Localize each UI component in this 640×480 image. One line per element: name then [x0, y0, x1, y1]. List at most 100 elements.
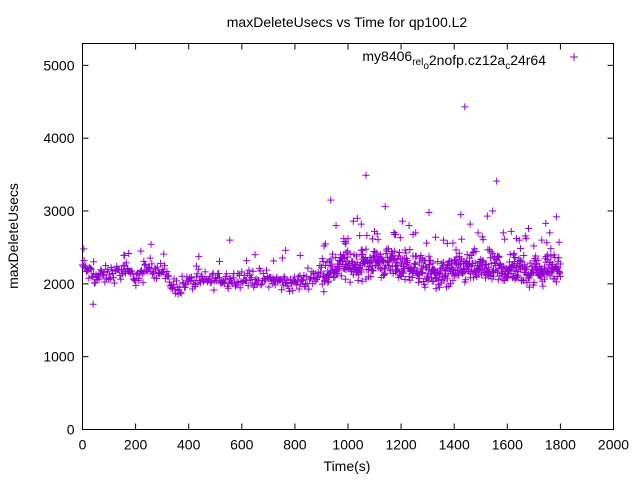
data-point [467, 262, 475, 270]
data-point [247, 275, 255, 283]
x-axis-ticks: 0 200 400 600 800 1000 1200 1400 1600 1800 2000 [79, 43, 629, 453]
data-point [257, 281, 265, 289]
data-point [495, 252, 503, 260]
data-point [294, 273, 302, 281]
data-point [340, 238, 348, 246]
data-point [349, 217, 357, 225]
data-point [383, 245, 391, 253]
data-point [517, 257, 525, 265]
data-point [278, 286, 286, 294]
data-point [320, 270, 328, 278]
data-point [391, 247, 399, 255]
data-point [367, 273, 375, 281]
data-point [366, 257, 374, 265]
data-point [164, 273, 172, 281]
data-point [556, 273, 564, 281]
data-point [425, 252, 433, 260]
data-point [335, 267, 343, 275]
data-point [327, 196, 335, 204]
x-tick-label: 1600 [492, 437, 523, 453]
data-point [295, 285, 303, 293]
data-point [462, 276, 470, 284]
data-point [161, 262, 169, 270]
data-point [513, 271, 521, 279]
data-point [499, 229, 507, 237]
data-point [426, 260, 434, 268]
data-point [396, 234, 404, 242]
data-point [304, 264, 312, 272]
y-axis-ticks: 0 1000 2000 3000 4000 5000 [43, 57, 614, 438]
data-point [556, 268, 564, 276]
data-point [525, 224, 533, 232]
data-point [509, 262, 517, 270]
data-point [539, 282, 547, 290]
data-point [402, 249, 410, 257]
data-point [494, 254, 502, 262]
x-tick-label: 400 [177, 437, 201, 453]
data-point [435, 283, 443, 291]
data-point [350, 260, 358, 268]
data-point [403, 259, 411, 267]
data-point [195, 252, 203, 260]
data-point [102, 262, 110, 270]
data-point [492, 261, 500, 269]
y-axis-label: maxDeleteUsecs [5, 183, 21, 289]
data-point [146, 254, 154, 262]
data-point [319, 258, 327, 266]
data-point [374, 236, 382, 244]
data-point [405, 273, 413, 281]
data-point [393, 261, 401, 269]
data-point [148, 260, 156, 268]
data-point [122, 259, 130, 267]
data-point [357, 268, 365, 276]
data-point [493, 177, 501, 185]
data-point [243, 257, 251, 265]
data-point [145, 263, 153, 271]
legend-marker [570, 53, 578, 61]
data-point [489, 207, 497, 215]
data-point [380, 270, 388, 278]
data-point [320, 288, 328, 296]
data-point [415, 278, 423, 286]
data-point [552, 278, 560, 286]
data-point [354, 276, 362, 284]
legend-subscript: c [505, 61, 510, 72]
data-point [532, 252, 540, 260]
data-point [533, 266, 541, 274]
data-point [208, 278, 216, 286]
data-point [486, 254, 494, 262]
data-point [507, 227, 515, 235]
data-point [251, 251, 259, 259]
data-point [449, 277, 457, 285]
data-point [423, 239, 431, 247]
data-point [278, 254, 286, 262]
data-point [100, 268, 108, 276]
data-point [342, 249, 350, 257]
data-point [341, 275, 349, 283]
data-point [215, 270, 223, 278]
data-point [139, 279, 147, 287]
data-point [244, 282, 252, 290]
data-point [321, 278, 329, 286]
data-point [547, 245, 555, 253]
data-point [296, 251, 304, 259]
data-point [371, 227, 379, 235]
data-point [82, 268, 90, 276]
data-point [379, 256, 387, 264]
legend-part: 24r64 [510, 52, 546, 68]
data-point [530, 278, 538, 286]
data-point [145, 264, 153, 272]
legend-subscript: o [423, 61, 429, 72]
data-point [523, 279, 531, 287]
data-point [353, 214, 361, 222]
data-point [384, 262, 392, 270]
data-point [425, 208, 433, 216]
x-tick-label: 200 [124, 437, 148, 453]
x-tick-label: 1200 [386, 437, 417, 453]
data-point [224, 284, 232, 292]
data-point [390, 229, 398, 237]
data-point [392, 258, 400, 266]
data-point [449, 239, 457, 247]
data-point [546, 229, 554, 237]
